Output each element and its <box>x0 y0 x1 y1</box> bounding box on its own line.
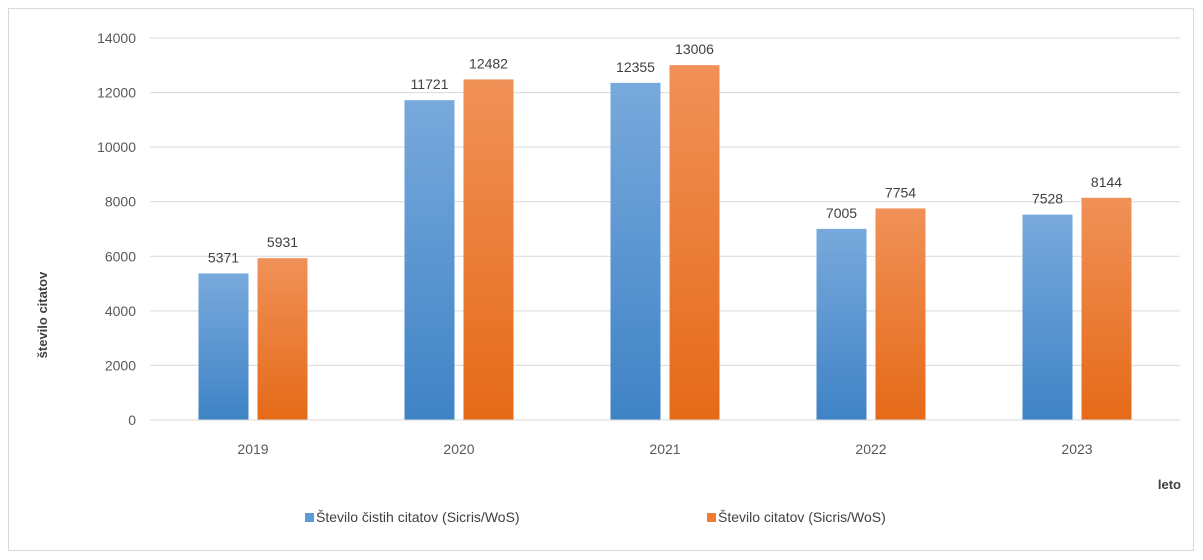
x-tick-label: 2020 <box>443 441 474 457</box>
data-label: 5931 <box>267 234 298 250</box>
y-tick-label: 0 <box>128 412 136 428</box>
data-label: 8144 <box>1091 174 1122 190</box>
y-tick-label: 4000 <box>105 303 136 319</box>
y-axis-title: število citatov <box>35 271 50 358</box>
bar-clean-citations-2019 <box>198 273 249 420</box>
data-label: 11721 <box>411 76 449 92</box>
bar-clean-citations-2023 <box>1022 214 1073 420</box>
bar-citations-2021 <box>669 65 720 420</box>
x-tick-label: 2023 <box>1061 441 1092 457</box>
x-axis-ticks: 2019 2020 2021 2022 2023 <box>237 441 1092 457</box>
data-label: 7528 <box>1032 191 1063 207</box>
data-labels: 5371 5931 11721 12482 12355 13006 7005 7754 7528… <box>208 41 1122 265</box>
data-label: 13006 <box>675 41 714 57</box>
legend-label: Število citatov (Sicris/WoS) <box>718 509 886 525</box>
bar-clean-citations-2022 <box>816 228 867 420</box>
y-tick-label: 12000 <box>97 85 136 101</box>
gridlines <box>150 37 1180 366</box>
y-tick-label: 14000 <box>97 30 136 46</box>
y-axis-ticks: 0 2000 4000 6000 8000 10000 12000 14000 <box>97 30 136 428</box>
data-label: 12482 <box>469 55 508 71</box>
bar-clean-citations-2021 <box>610 82 661 420</box>
y-tick-label: 10000 <box>97 139 136 155</box>
x-tick-label: 2019 <box>237 441 268 457</box>
data-label: 5371 <box>208 249 239 265</box>
legend: Število čistih citatov (Sicris/WoS) Števi… <box>305 509 886 525</box>
x-tick-label: 2022 <box>855 441 886 457</box>
y-tick-label: 2000 <box>105 357 136 373</box>
y-tick-label: 8000 <box>105 194 136 210</box>
data-label: 12355 <box>616 59 655 75</box>
legend-label: Število čistih citatov (Sicris/WoS) <box>316 509 520 525</box>
legend-swatch <box>707 513 716 522</box>
bar-citations-2023 <box>1081 197 1132 420</box>
y-tick-label: 6000 <box>105 248 136 264</box>
bar-clean-citations-2020 <box>404 100 455 420</box>
bar-citations-2020 <box>463 79 514 421</box>
x-axis-title: leto <box>1158 477 1181 492</box>
legend-swatch <box>305 513 314 522</box>
bar-citations-2019 <box>257 258 308 420</box>
x-tick-label: 2021 <box>649 441 680 457</box>
data-label: 7005 <box>826 205 857 221</box>
bar-citations-2022 <box>875 208 926 420</box>
data-label: 7754 <box>885 184 916 200</box>
bars <box>198 65 1132 421</box>
